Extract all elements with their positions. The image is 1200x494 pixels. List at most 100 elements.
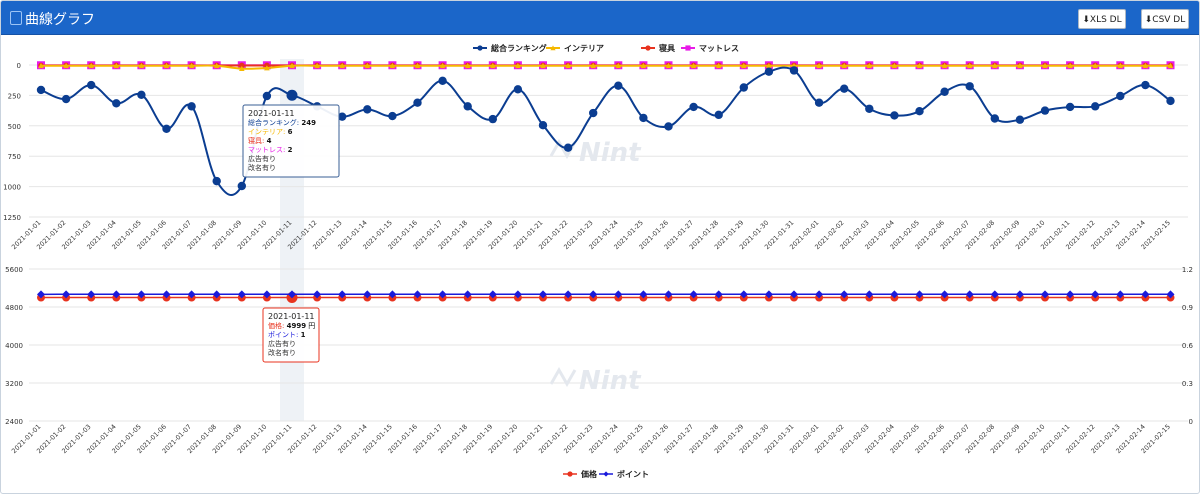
data-point[interactable] <box>515 62 521 69</box>
data-point[interactable] <box>990 114 999 123</box>
data-point[interactable] <box>1040 106 1050 115</box>
data-point[interactable] <box>764 290 773 299</box>
data-point[interactable] <box>439 62 446 69</box>
data-point[interactable] <box>61 94 71 104</box>
data-point[interactable] <box>715 62 722 69</box>
data-point[interactable] <box>239 65 245 72</box>
data-point[interactable] <box>63 62 69 69</box>
data-point[interactable] <box>640 62 647 69</box>
data-point[interactable] <box>38 62 44 69</box>
data-point[interactable] <box>413 290 422 299</box>
data-point[interactable] <box>463 290 472 299</box>
data-point[interactable] <box>1142 62 1149 69</box>
data-point[interactable] <box>188 62 195 69</box>
data-point[interactable] <box>1091 102 1100 111</box>
data-point[interactable] <box>62 290 71 299</box>
data-point[interactable] <box>389 62 396 69</box>
data-point[interactable] <box>615 62 622 69</box>
legend-item[interactable]: 寝具 <box>641 43 675 53</box>
data-point[interactable] <box>338 290 347 299</box>
data-point[interactable] <box>590 62 596 69</box>
data-point[interactable] <box>237 290 246 299</box>
data-point[interactable] <box>187 290 196 299</box>
data-point[interactable] <box>890 111 899 120</box>
data-point[interactable] <box>438 290 447 299</box>
data-point[interactable] <box>1167 62 1174 69</box>
data-point[interactable] <box>363 290 372 299</box>
data-point[interactable] <box>463 102 472 111</box>
data-point[interactable] <box>212 290 221 299</box>
data-point[interactable] <box>690 62 697 69</box>
data-point[interactable] <box>739 83 748 92</box>
data-point[interactable] <box>840 84 849 93</box>
data-point[interactable] <box>313 290 322 299</box>
data-point[interactable] <box>540 62 546 69</box>
data-point[interactable] <box>965 290 974 299</box>
data-point[interactable] <box>88 62 94 69</box>
legend-marker[interactable] <box>477 45 483 51</box>
data-point[interactable] <box>614 290 623 299</box>
data-point[interactable] <box>1065 102 1075 112</box>
xls-download-button[interactable]: ⬇XLS DL <box>1078 9 1126 29</box>
data-point[interactable] <box>137 290 146 299</box>
data-point[interactable] <box>1091 290 1100 299</box>
data-point[interactable] <box>766 62 772 69</box>
data-point[interactable] <box>1166 290 1175 299</box>
data-point[interactable] <box>87 290 96 299</box>
data-point[interactable] <box>563 143 573 152</box>
data-point[interactable] <box>916 62 923 69</box>
data-point[interactable] <box>163 62 170 69</box>
data-point[interactable] <box>941 62 948 69</box>
data-point[interactable] <box>314 62 320 69</box>
data-point[interactable] <box>239 62 245 69</box>
data-point[interactable] <box>1141 290 1150 299</box>
data-point[interactable] <box>414 62 421 69</box>
data-point[interactable] <box>741 62 747 69</box>
data-point[interactable] <box>990 290 999 299</box>
data-point[interactable] <box>388 111 397 121</box>
data-point[interactable] <box>965 82 974 91</box>
data-point[interactable] <box>1092 62 1098 69</box>
data-point[interactable] <box>288 290 296 299</box>
data-point[interactable] <box>262 290 271 299</box>
data-point[interactable] <box>1141 80 1150 90</box>
legend-marker[interactable] <box>685 45 691 51</box>
data-point[interactable] <box>137 90 146 99</box>
data-point[interactable] <box>866 62 873 69</box>
data-point[interactable] <box>112 290 121 299</box>
data-point[interactable] <box>289 62 295 69</box>
data-point[interactable] <box>841 62 847 69</box>
data-point[interactable] <box>891 62 898 69</box>
data-point[interactable] <box>364 62 371 69</box>
data-point[interactable] <box>262 91 272 101</box>
legend-marker[interactable] <box>603 471 609 477</box>
data-point[interactable] <box>286 89 298 101</box>
data-point[interactable] <box>840 290 849 299</box>
data-point[interactable] <box>714 290 723 299</box>
data-point[interactable] <box>237 181 246 191</box>
data-point[interactable] <box>490 62 496 69</box>
data-point[interactable] <box>438 76 447 86</box>
legend-item[interactable]: ポイント <box>599 469 649 479</box>
data-point[interactable] <box>589 108 598 118</box>
data-point[interactable] <box>187 102 196 111</box>
data-point[interactable] <box>363 105 372 114</box>
data-point[interactable] <box>1041 290 1049 299</box>
data-point[interactable] <box>464 62 471 69</box>
data-point[interactable] <box>539 290 547 299</box>
legend-marker[interactable] <box>550 45 556 51</box>
data-point[interactable] <box>664 290 673 299</box>
data-point[interactable] <box>1117 62 1124 69</box>
data-point[interactable] <box>564 290 573 299</box>
data-point[interactable] <box>1166 96 1175 106</box>
data-point[interactable] <box>814 98 824 107</box>
data-point[interactable] <box>113 62 120 69</box>
data-point[interactable] <box>1015 290 1024 299</box>
data-point[interactable] <box>1015 115 1025 124</box>
data-point[interactable] <box>488 114 497 124</box>
data-point[interactable] <box>915 107 924 116</box>
data-point[interactable] <box>890 290 899 299</box>
data-point[interactable] <box>162 124 171 134</box>
legend-item[interactable]: 総合ランキング <box>473 43 547 53</box>
data-point[interactable] <box>714 110 723 120</box>
